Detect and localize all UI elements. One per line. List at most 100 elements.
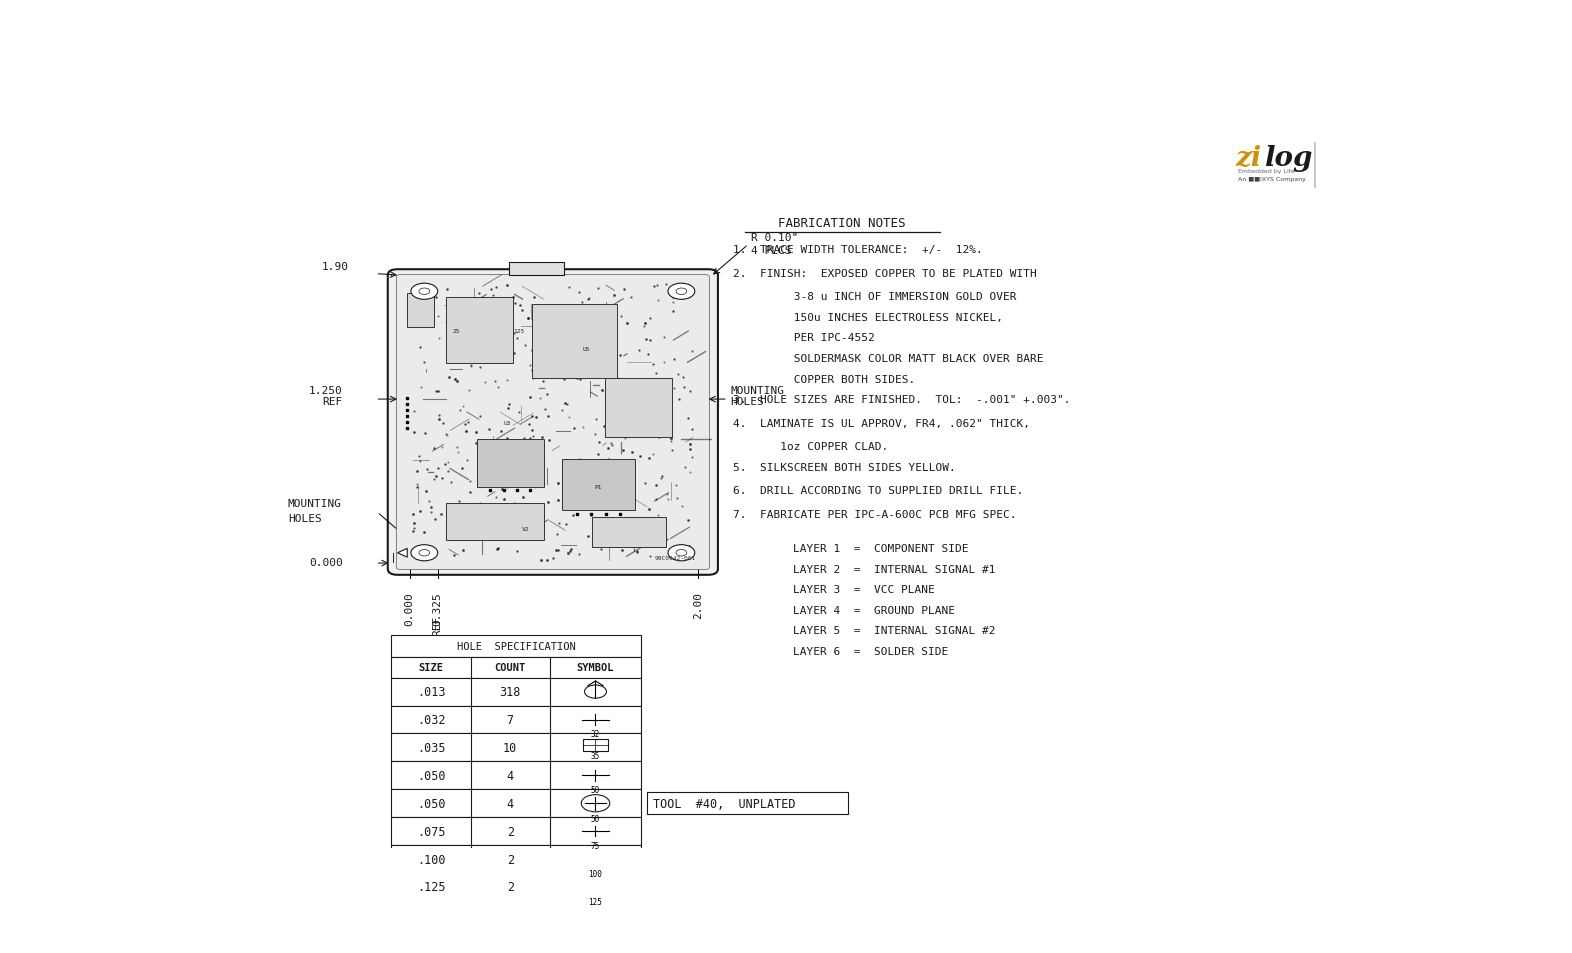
Text: 1.250: 1.250	[310, 385, 343, 395]
Text: LAYER 1  =  COMPONENT SIDE: LAYER 1 = COMPONENT SIDE	[794, 543, 968, 554]
Text: 318: 318	[500, 685, 520, 699]
Bar	[391, 636, 641, 658]
Text: 4 PLCS: 4 PLCS	[751, 246, 791, 255]
Text: 50: 50	[591, 785, 601, 795]
Text: 32: 32	[591, 730, 601, 739]
Bar	[391, 706, 641, 734]
Text: 5.  SILKSCREEN BOTH SIDES YELLOW.: 5. SILKSCREEN BOTH SIDES YELLOW.	[733, 462, 956, 472]
Text: LAYER 3  =  VCC PLANE: LAYER 3 = VCC PLANE	[794, 585, 935, 595]
Text: REF: REF	[322, 396, 343, 406]
Text: V2: V2	[522, 526, 530, 532]
Text: TOOL  #40,  UNPLATED: TOOL #40, UNPLATED	[654, 797, 795, 810]
Text: HOLES: HOLES	[729, 396, 764, 406]
Text: 10: 10	[503, 741, 517, 754]
FancyBboxPatch shape	[396, 275, 709, 570]
Text: 1oz COPPER CLAD.: 1oz COPPER CLAD.	[733, 441, 888, 452]
Text: 75: 75	[591, 841, 601, 850]
Bar	[391, 658, 641, 678]
Text: .050: .050	[417, 797, 445, 810]
Bar	[605, 378, 671, 437]
Text: LAYER 2  =  INTERNAL SIGNAL #1: LAYER 2 = INTERNAL SIGNAL #1	[794, 564, 997, 574]
Circle shape	[676, 289, 687, 295]
Text: .100: .100	[417, 853, 445, 865]
Circle shape	[676, 550, 687, 557]
Bar	[391, 873, 641, 901]
Bar	[407, 294, 434, 327]
Text: SYMBOL: SYMBOL	[577, 662, 615, 673]
Text: 6.  DRILL ACCORDING TO SUPPLIED DRILL FILE.: 6. DRILL ACCORDING TO SUPPLIED DRILL FIL…	[733, 486, 1023, 496]
Text: PER IPC-4552: PER IPC-4552	[733, 333, 874, 343]
Text: 2: 2	[506, 824, 514, 838]
Bar	[531, 305, 616, 378]
Text: .035: .035	[417, 741, 445, 754]
Text: 3.  HOLE SIZES ARE FINISHED.  TOL:  -.001" +.003".: 3. HOLE SIZES ARE FINISHED. TOL: -.001" …	[733, 395, 1071, 405]
Text: .075: .075	[417, 824, 445, 838]
Text: SOLDERMASK COLOR MATT BLACK OVER BARE: SOLDERMASK COLOR MATT BLACK OVER BARE	[733, 354, 1044, 364]
Text: 2.00: 2.00	[693, 591, 703, 618]
Text: P1: P1	[594, 485, 602, 490]
Text: COPPER BOTH SIDES.: COPPER BOTH SIDES.	[733, 375, 915, 384]
Text: .013: .013	[417, 685, 445, 699]
Text: 4: 4	[506, 797, 514, 810]
Text: 35: 35	[591, 752, 601, 760]
Text: HOLES: HOLES	[288, 514, 322, 523]
Text: R 0.10": R 0.10"	[751, 233, 799, 243]
Text: 125: 125	[514, 329, 525, 334]
Text: 1.90: 1.90	[322, 262, 349, 273]
Text: 99C0942-001: 99C0942-001	[656, 556, 696, 560]
FancyBboxPatch shape	[388, 270, 718, 576]
Text: 2.  FINISH:  EXPOSED COPPER TO BE PLATED WITH: 2. FINISH: EXPOSED COPPER TO BE PLATED W…	[733, 269, 1036, 278]
Text: U3: U3	[503, 420, 511, 425]
Text: LAYER 6  =  SOLDER SIDE: LAYER 6 = SOLDER SIDE	[794, 646, 949, 657]
Text: Embedded by Life: Embedded by Life	[1239, 169, 1295, 174]
Text: 4.  LAMINATE IS UL APPROV, FR4, .062" THICK,: 4. LAMINATE IS UL APPROV, FR4, .062" THI…	[733, 418, 1030, 428]
Circle shape	[420, 550, 429, 557]
Text: 7.  FABRICATE PER IPC-A-600C PCB MFG SPEC.: 7. FABRICATE PER IPC-A-600C PCB MFG SPEC…	[733, 509, 1016, 519]
Text: 2: 2	[506, 853, 514, 865]
Text: log: log	[1264, 145, 1313, 172]
Text: 0.000: 0.000	[404, 591, 415, 625]
Circle shape	[668, 284, 695, 300]
Bar	[391, 818, 641, 845]
Text: .050: .050	[417, 769, 445, 782]
Text: MOUNTING: MOUNTING	[729, 385, 784, 395]
Text: FABRICATION NOTES: FABRICATION NOTES	[778, 217, 905, 230]
Text: LAYER 5  =  INTERNAL SIGNAL #2: LAYER 5 = INTERNAL SIGNAL #2	[794, 626, 997, 636]
Text: .125: .125	[417, 881, 445, 894]
Text: 3-8 u INCH OF IMMERSION GOLD OVER: 3-8 u INCH OF IMMERSION GOLD OVER	[733, 292, 1016, 302]
Bar	[391, 761, 641, 789]
Text: 1.  TRACE WIDTH TOLERANCE:  +/-  12%.: 1. TRACE WIDTH TOLERANCE: +/- 12%.	[733, 245, 982, 255]
Bar	[446, 503, 544, 540]
Bar	[593, 518, 665, 547]
Circle shape	[420, 289, 429, 295]
Polygon shape	[398, 549, 407, 558]
Bar	[563, 459, 635, 511]
Text: 2: 2	[506, 881, 514, 894]
Text: An ■■IXYS Company: An ■■IXYS Company	[1239, 176, 1306, 181]
Text: U5: U5	[583, 347, 590, 352]
Text: 125: 125	[588, 897, 602, 906]
Text: .032: .032	[417, 713, 445, 726]
Circle shape	[410, 545, 437, 561]
Text: 0.000: 0.000	[310, 558, 343, 568]
Bar	[476, 439, 544, 487]
Text: 25: 25	[453, 329, 459, 334]
Circle shape	[668, 545, 695, 561]
Bar	[391, 845, 641, 873]
Bar	[583, 740, 607, 751]
Text: 150u INCHES ELECTROLESS NICKEL,: 150u INCHES ELECTROLESS NICKEL,	[733, 313, 1003, 322]
Circle shape	[410, 284, 437, 300]
Text: 7: 7	[506, 713, 514, 726]
Bar	[648, 792, 849, 815]
Text: 100: 100	[588, 869, 602, 878]
Text: LAYER 4  =  GROUND PLANE: LAYER 4 = GROUND PLANE	[794, 605, 956, 616]
Text: 0.325: 0.325	[432, 591, 443, 625]
Text: 50: 50	[591, 814, 601, 823]
Text: REF: REF	[432, 616, 443, 636]
Bar	[446, 297, 514, 364]
Text: SIZE: SIZE	[418, 662, 443, 673]
Text: HOLE  SPECIFICATION: HOLE SPECIFICATION	[457, 641, 575, 651]
Text: zi: zi	[1236, 145, 1262, 172]
Bar	[391, 789, 641, 818]
Text: 4: 4	[506, 769, 514, 782]
